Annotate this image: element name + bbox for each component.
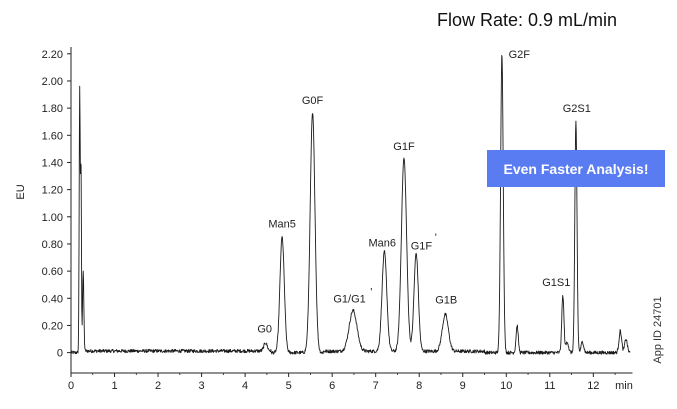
y-tick-label: 1.00 [42, 212, 63, 224]
peak-label: Man5 [268, 219, 296, 231]
x-tick-label: 7 [373, 380, 379, 392]
chromatogram-trace [70, 55, 631, 355]
y-tick-label: 0.60 [42, 266, 63, 278]
x-axis-label: min [615, 380, 633, 392]
y-tick-label: 2.00 [42, 76, 63, 88]
peak-label: G2S1 [563, 103, 591, 115]
peak-label: G2F [509, 49, 531, 61]
axes [70, 47, 633, 374]
x-tick-label: 11 [544, 380, 555, 392]
peak-label: G1S1 [542, 277, 570, 289]
peak-label: ' [370, 287, 372, 299]
peak-label: G0F [302, 95, 324, 107]
x-tick-label: 8 [416, 380, 422, 392]
y-tick-label: 1.20 [42, 185, 63, 197]
y-tick-label: 1.60 [42, 130, 63, 142]
y-tick-label: 1.80 [42, 103, 63, 115]
x-tick-label: 5 [286, 380, 292, 392]
peak-label: ' [435, 232, 437, 244]
chart-title: Flow Rate: 0.9 mL/min [437, 10, 617, 30]
x-tick-label: 3 [199, 380, 205, 392]
y-ticks: 0 0.20 0.40 0.60 0.80 1.00 1.20 1.40 1.60 1.80 2.0… [42, 49, 71, 360]
x-tick-label: 2 [155, 380, 161, 392]
x-tick-label: 1 [111, 380, 117, 392]
x-tick-label: 0 [68, 380, 74, 392]
x-tick-label: 6 [329, 380, 335, 392]
peak-label: Man6 [368, 238, 396, 250]
peak-label: G1/G1 [333, 293, 365, 305]
app-id-label: App ID 24701 [652, 296, 664, 363]
y-tick-label: 0.20 [42, 320, 63, 332]
x-tick-label: 10 [500, 380, 512, 392]
y-axis-label: EU [15, 184, 27, 199]
y-tick-label: 2.20 [42, 49, 63, 61]
y-tick-label: 0.80 [42, 239, 63, 251]
peak-label: G1F [411, 240, 433, 252]
x-tick-label: 4 [242, 380, 248, 392]
peak-label: G1F [393, 141, 415, 153]
x-ticks: 0 1 2 3 4 5 6 7 8 9 10 11 12 [68, 373, 616, 392]
peak-label: G1B [435, 295, 457, 307]
y-tick-label: 0 [57, 348, 63, 360]
y-tick-label: 1.40 [42, 157, 63, 169]
x-tick-label: 9 [460, 380, 466, 392]
peak-label: G0 [257, 323, 272, 335]
x-tick-label: 12 [587, 380, 599, 392]
y-tick-label: 0.40 [42, 293, 63, 305]
even-faster-analysis-banner: Even Faster Analysis! [487, 150, 665, 187]
